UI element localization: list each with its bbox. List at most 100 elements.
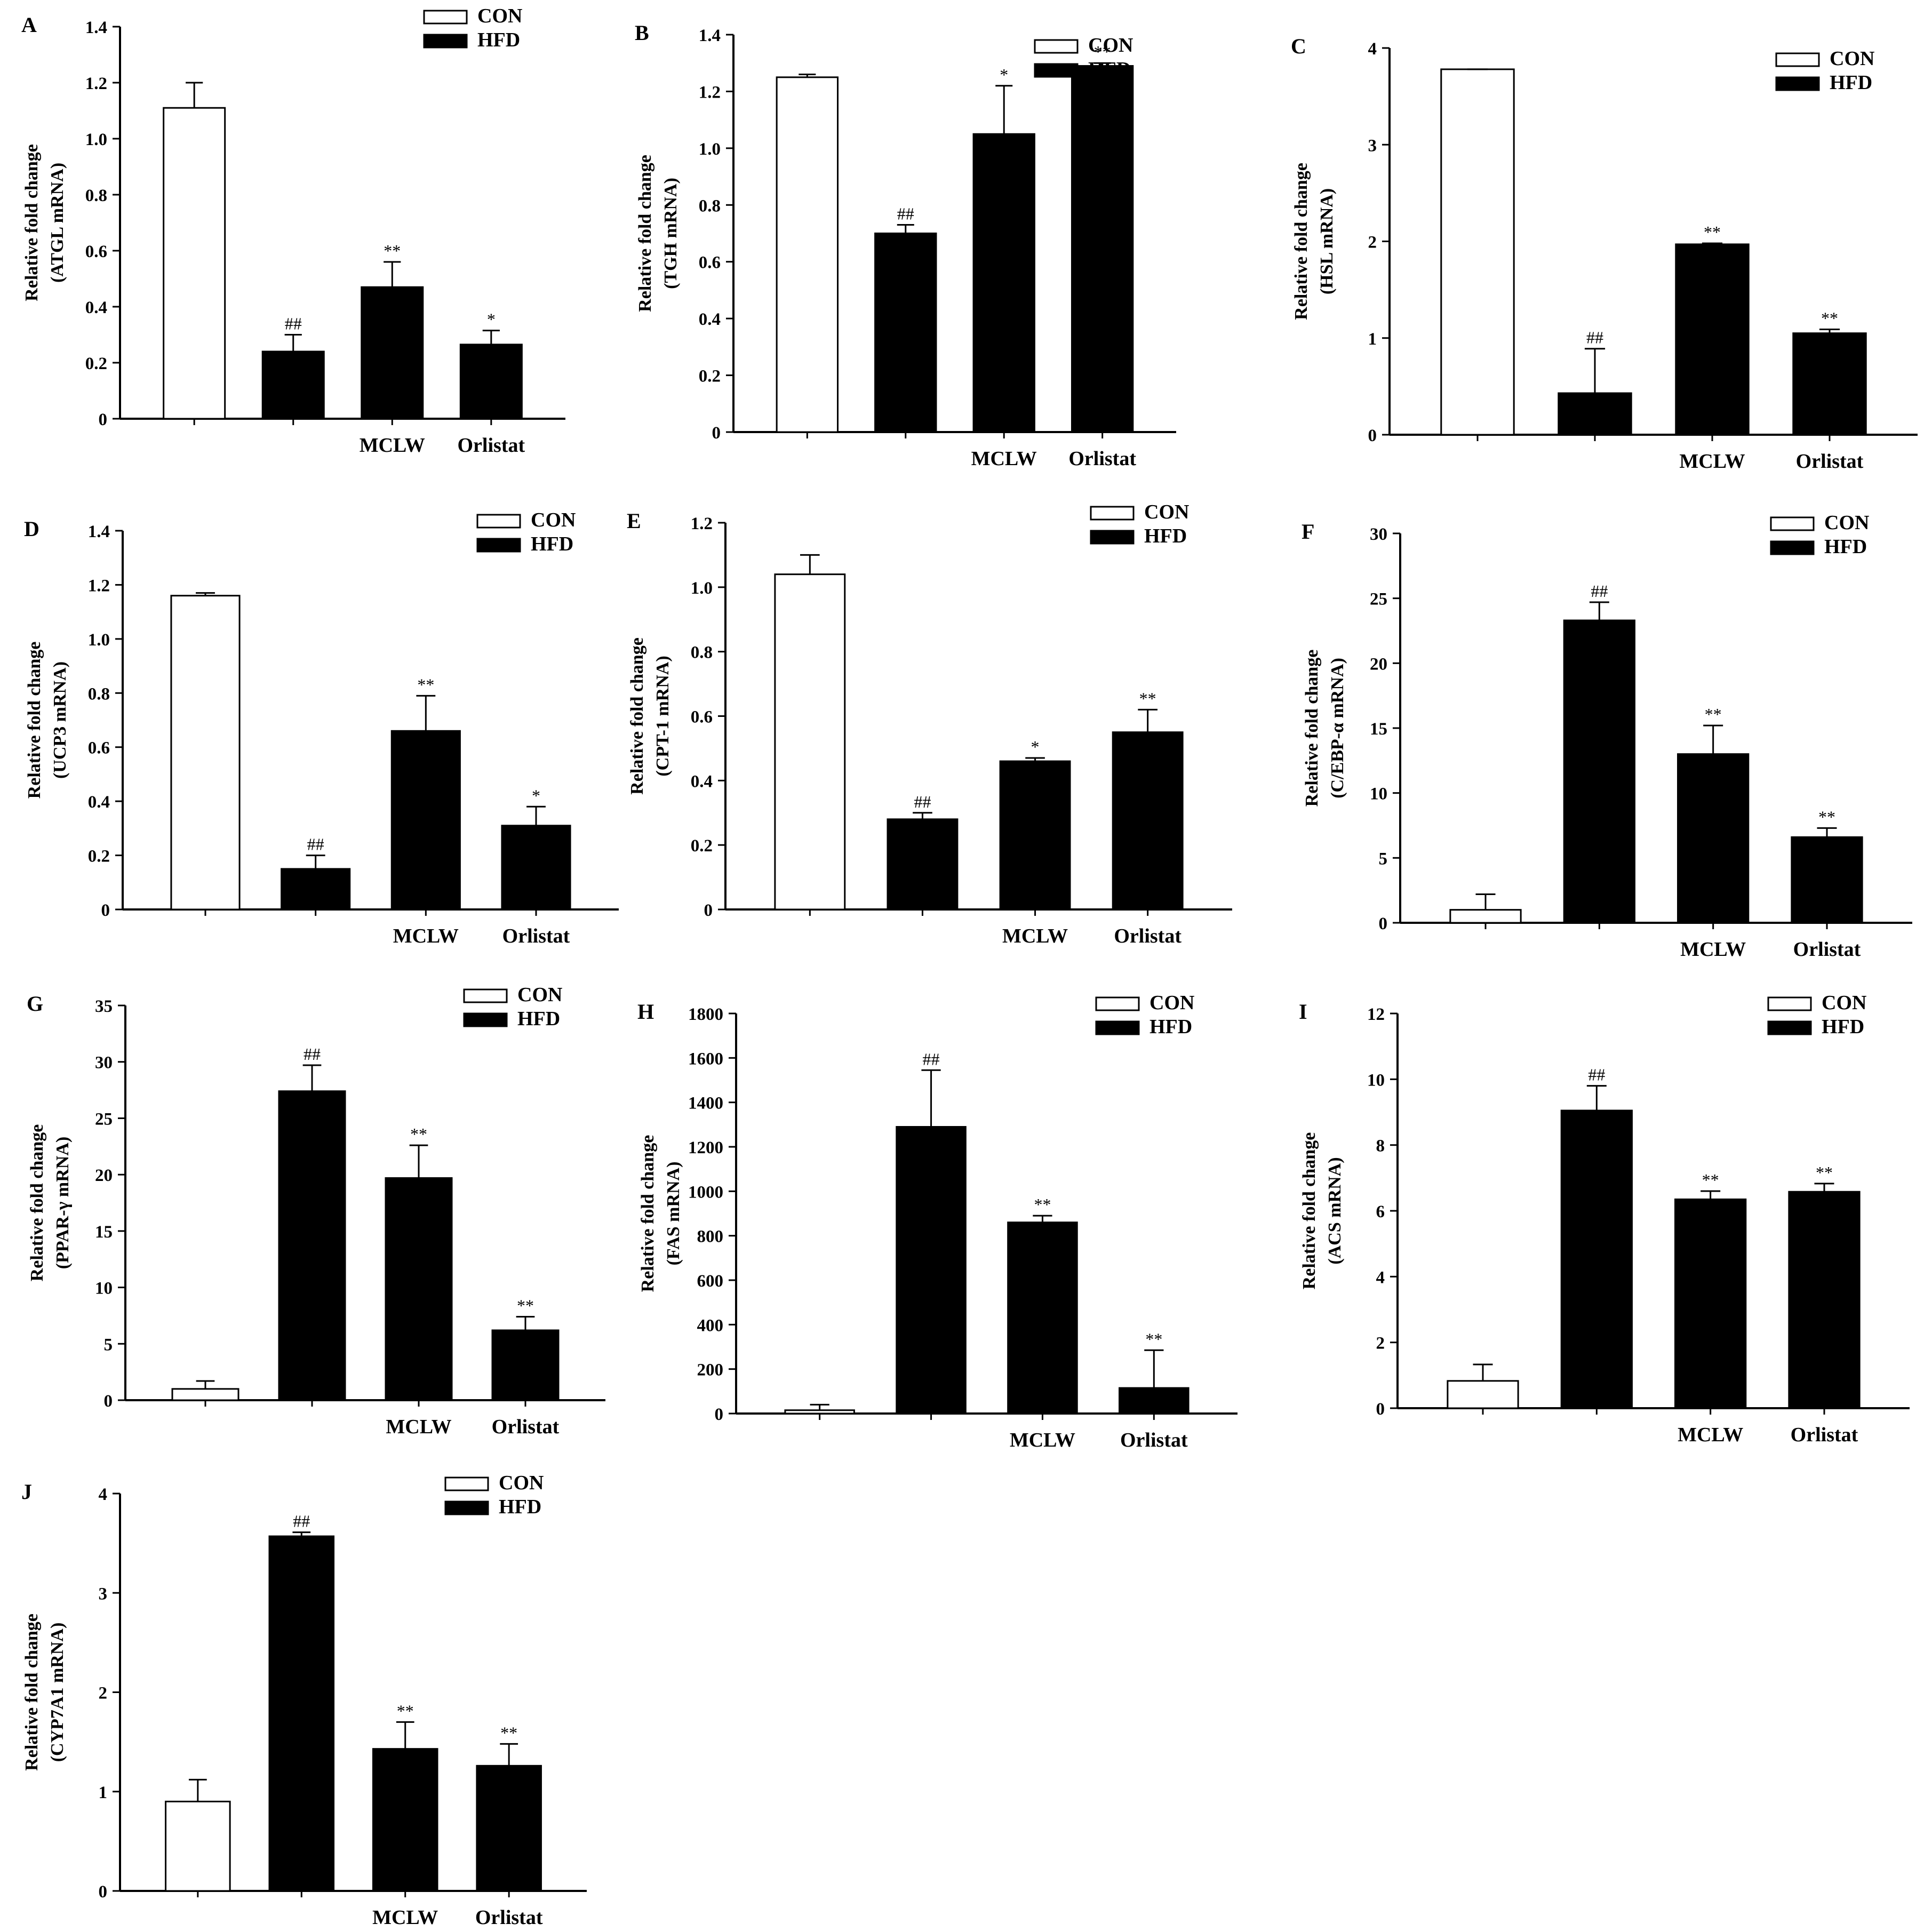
panel-label: F xyxy=(1302,520,1314,544)
y-tick-label: 0.4 xyxy=(88,793,110,812)
y-tick-label: 4 xyxy=(99,1485,108,1504)
legend-label: HFD xyxy=(1149,1016,1192,1038)
chart-panel-c: C 0 1 2 3 4 Relative fold change (HSL mRNA) ## **… xyxy=(1291,34,1918,473)
significance-mark: ** xyxy=(1094,42,1111,61)
bar xyxy=(165,1800,231,1892)
legend-label: CON xyxy=(1830,47,1874,70)
significance-mark: ** xyxy=(500,1723,517,1742)
legend-swatch xyxy=(1775,52,1820,67)
panel-label: B xyxy=(635,21,649,45)
significance-mark: ** xyxy=(517,1296,534,1315)
y-axis-label: Relative fold change xyxy=(22,1614,42,1771)
category-label: MCLW xyxy=(393,925,459,947)
legend-label: HFD xyxy=(1822,1016,1864,1038)
category-label: MCLW xyxy=(386,1416,451,1438)
y-tick-label: 25 xyxy=(1370,590,1387,609)
legend-swatch xyxy=(463,988,508,1003)
y-tick-label: 6 xyxy=(1376,1202,1385,1222)
bar xyxy=(459,344,523,420)
y-tick-label: 1 xyxy=(99,1783,108,1802)
bar xyxy=(278,1090,346,1401)
y-tick-label: 15 xyxy=(1370,720,1387,739)
y-tick-label: 0 xyxy=(1368,426,1377,445)
y-axis-label: (ATGL mRNA) xyxy=(47,163,67,283)
legend-label: CON xyxy=(1824,512,1869,534)
legend-swatch xyxy=(423,10,468,25)
bar xyxy=(1449,909,1522,924)
significance-mark: ## xyxy=(307,835,324,854)
significance-mark: ** xyxy=(384,241,401,260)
y-tick-label: 1.2 xyxy=(691,514,713,533)
bar xyxy=(372,1748,438,1892)
chart-panel-i: I 0 2 4 6 8 10 12 Relative fold change (ACS mRNA)… xyxy=(1299,992,1910,1446)
y-tick-label: 0.6 xyxy=(691,708,713,727)
y-tick-label: 0.6 xyxy=(699,253,721,273)
y-tick-label: 8 xyxy=(1376,1137,1385,1156)
chart-panel-a: A 0 0.2 0.4 0.6 0.8 1.0 1.2 1.4 Relative fold cha… xyxy=(21,5,565,457)
bar xyxy=(896,1126,967,1415)
legend-swatch xyxy=(1770,540,1815,555)
y-axis-label: Relative fold change xyxy=(25,642,44,799)
bar xyxy=(1788,1191,1861,1409)
chart-panel-g: G 0 5 10 15 20 25 30 35 Relative fold change (PPAR… xyxy=(27,984,605,1438)
category-label: MCLW xyxy=(372,1906,438,1929)
legend-swatch xyxy=(1767,996,1812,1011)
significance-mark: ## xyxy=(914,792,931,811)
category-label: MCLW xyxy=(360,434,425,457)
y-tick-label: 0 xyxy=(715,1405,724,1424)
legend-label: CON xyxy=(517,984,562,1006)
y-axis-label: (CPT-1 mRNA) xyxy=(653,656,673,776)
bar xyxy=(268,1535,335,1892)
bar xyxy=(1791,836,1863,924)
y-axis-label: Relative fold change xyxy=(1291,163,1311,320)
y-tick-label: 1.0 xyxy=(699,140,721,159)
significance-mark: * xyxy=(532,786,540,805)
legend-swatch xyxy=(444,1476,489,1491)
legend-swatch xyxy=(1095,996,1140,1011)
y-tick-label: 12 xyxy=(1367,1005,1385,1024)
y-tick-label: 0.8 xyxy=(85,186,107,205)
y-tick-label: 1.0 xyxy=(85,130,107,149)
y-tick-label: 0.4 xyxy=(699,310,721,329)
significance-mark: ## xyxy=(285,314,302,333)
significance-mark: ## xyxy=(897,204,914,223)
legend-swatch xyxy=(1034,63,1079,78)
bar xyxy=(1792,332,1867,436)
y-tick-label: 4 xyxy=(1376,1268,1385,1287)
bar xyxy=(887,818,959,911)
y-tick-label: 5 xyxy=(1379,849,1388,868)
category-label: Orlistat xyxy=(1791,1424,1858,1446)
y-tick-label: 20 xyxy=(1370,654,1387,674)
category-label: MCLW xyxy=(1680,938,1746,961)
significance-mark: ** xyxy=(1145,1329,1162,1348)
legend-swatch xyxy=(1775,76,1820,91)
y-tick-label: 1000 xyxy=(688,1183,723,1202)
bar xyxy=(1112,731,1184,911)
y-tick-label: 0.6 xyxy=(85,242,107,261)
category-label: MCLW xyxy=(1010,1429,1075,1451)
legend-label: CON xyxy=(1144,501,1189,523)
y-tick-label: 0.2 xyxy=(88,847,110,866)
bar xyxy=(390,730,461,911)
bar xyxy=(501,825,571,911)
y-tick-label: 0.2 xyxy=(699,367,721,386)
category-label: MCLW xyxy=(1679,450,1745,473)
y-tick-label: 1.4 xyxy=(88,522,110,541)
y-tick-label: 1.2 xyxy=(85,74,107,93)
category-label: Orlistat xyxy=(1068,448,1136,470)
category-label: Orlistat xyxy=(492,1416,560,1438)
legend-label: HFD xyxy=(1830,71,1872,94)
y-tick-label: 2 xyxy=(1376,1334,1385,1353)
y-tick-label: 0.8 xyxy=(691,643,713,662)
y-tick-label: 4 xyxy=(1368,39,1377,59)
y-axis-label: Relative fold change xyxy=(1302,650,1322,807)
y-tick-label: 30 xyxy=(95,1053,113,1073)
y-tick-label: 2 xyxy=(1368,233,1377,252)
y-axis-label: (C/EBP-α mRNA) xyxy=(1328,658,1347,799)
y-axis-label: Relative fold change xyxy=(1299,1132,1319,1290)
y-axis-label: (HSL mRNA) xyxy=(1317,188,1337,294)
y-tick-label: 1.2 xyxy=(88,576,110,595)
category-label: Orlistat xyxy=(1114,925,1181,947)
y-tick-label: 10 xyxy=(1370,785,1387,804)
